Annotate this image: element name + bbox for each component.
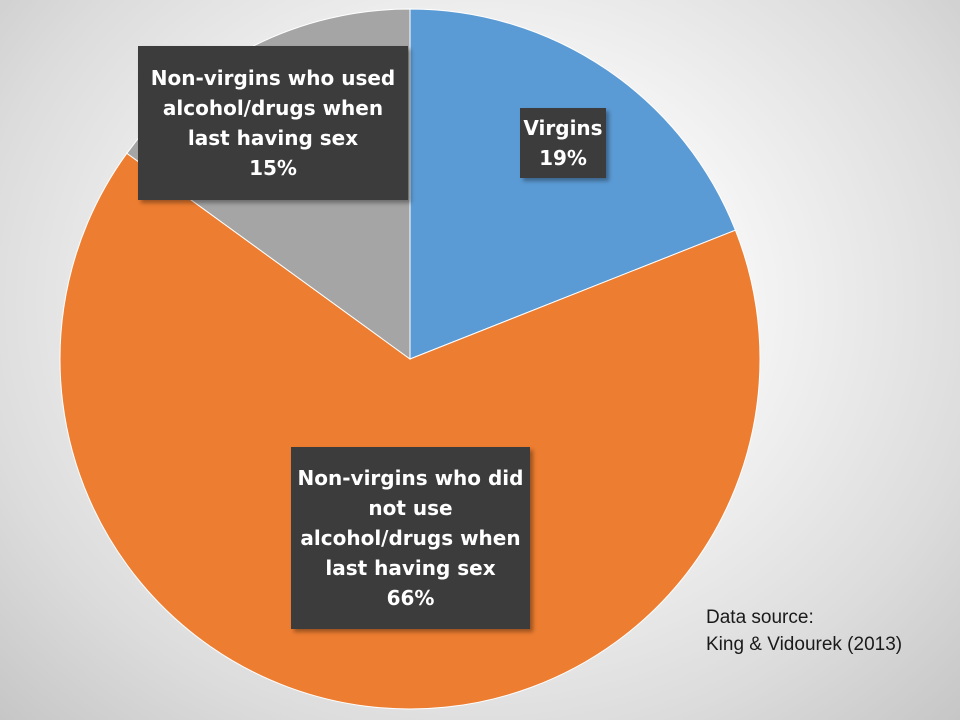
- slice-label-did-not-use-alcohol-drugs: Non-virgins who did not use alcohol/drug…: [291, 447, 530, 629]
- slice-label-used-alcohol-drugs: Non-virgins who used alcohol/drugs when …: [138, 46, 408, 200]
- slice-label-notused-line-3: alcohol/drugs when: [300, 526, 521, 550]
- slice-label-notused-line-2: not use: [368, 496, 453, 520]
- slice-label-virgins-line-1: Virgins: [523, 116, 603, 140]
- data-source-citation: King & Vidourek (2013): [706, 634, 903, 655]
- data-source-note: Data source: King & Vidourek (2013): [706, 604, 902, 658]
- pie-slice-did-not-use: [59, 152, 761, 710]
- slice-label-notused-percent: 66%: [386, 586, 435, 610]
- slice-label-notused-line-4: last having sex: [325, 556, 496, 580]
- pie-slice-virgins: [409, 8, 737, 360]
- slice-label-used-percent: 15%: [249, 156, 297, 180]
- slice-label-virgins: Virgins 19%: [520, 108, 606, 178]
- slice-label-notused-line-1: Non-virgins who did: [297, 466, 524, 490]
- data-source-heading: Data source:: [706, 607, 814, 628]
- slice-label-used-line-3: last having sex: [187, 126, 359, 150]
- slice-label-used-line-1: Non-virgins who used: [150, 66, 396, 90]
- slice-label-virgins-percent: 19%: [539, 146, 587, 170]
- slice-label-used-line-2: alcohol/drugs when: [162, 96, 384, 120]
